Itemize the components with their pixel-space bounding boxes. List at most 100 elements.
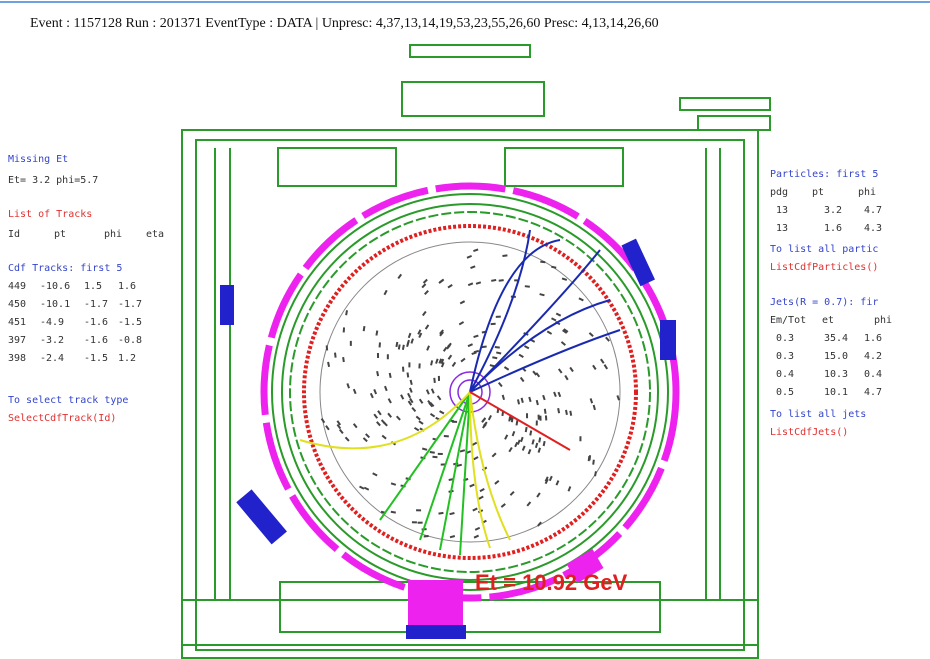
- hit: [537, 400, 538, 405]
- hit: [539, 448, 540, 453]
- column-header: pt: [54, 229, 66, 240]
- jet-cell: 15.0: [824, 351, 848, 362]
- jet-cell: 0.4: [864, 369, 882, 380]
- hit: [540, 294, 545, 295]
- track-cell: -1.5: [84, 353, 108, 364]
- hit: [544, 441, 545, 446]
- hit: [403, 345, 404, 350]
- background: [0, 0, 930, 659]
- particle-cell: 4.3: [864, 223, 882, 234]
- jets-cmd: ListCdfJets(): [770, 427, 848, 438]
- column-header: phi: [104, 229, 122, 240]
- hit: [328, 362, 329, 367]
- particle-cell: 1.6: [824, 223, 842, 234]
- hit: [595, 471, 596, 476]
- jets-hint: To list all jets: [770, 409, 866, 420]
- track-cell: -0.8: [118, 335, 142, 346]
- track-cell: 1.2: [118, 353, 136, 364]
- hit: [377, 371, 378, 376]
- track-cell: -1.7: [84, 299, 108, 310]
- hit: [396, 342, 397, 347]
- cdf-title: Cdf Tracks: first 5: [8, 263, 122, 274]
- hit: [438, 513, 443, 514]
- track-cell: -10.6: [40, 281, 70, 292]
- particles-hint: To list all partic: [770, 244, 878, 255]
- hit: [532, 440, 533, 445]
- hit: [482, 347, 487, 348]
- column-header: phi: [858, 187, 876, 198]
- track-cell: 1.5: [84, 281, 102, 292]
- column-header: phi: [874, 315, 892, 326]
- particle-cell: 3.2: [824, 205, 842, 216]
- hit: [566, 410, 567, 415]
- track-cell: -4.9: [40, 317, 64, 328]
- select-cmd: SelectCdfTrack(Id): [8, 413, 116, 424]
- column-header: pdg: [770, 187, 788, 198]
- hit: [431, 360, 432, 365]
- hit: [525, 286, 530, 287]
- particle-cell: 13: [776, 223, 788, 234]
- hit: [526, 427, 527, 432]
- track-cell: -1.6: [84, 335, 108, 346]
- hit: [335, 353, 336, 358]
- particles-cmd: ListCdfParticles(): [770, 262, 878, 273]
- track-cell: -1.6: [84, 317, 108, 328]
- select-hint: To select track type: [8, 395, 128, 406]
- track-cell: 1.6: [118, 281, 136, 292]
- track-cell: 449: [8, 281, 26, 292]
- jet-cell: 35.4: [824, 333, 848, 344]
- hit: [422, 448, 427, 449]
- column-header: Id: [8, 229, 20, 240]
- track-cell: 397: [8, 335, 26, 346]
- hit: [434, 378, 435, 383]
- track-cell: 450: [8, 299, 26, 310]
- hit: [407, 342, 408, 347]
- particles-title: Particles: first 5: [770, 169, 878, 180]
- hit: [522, 398, 523, 403]
- hit: [450, 513, 455, 514]
- jet-cell: 0.5: [776, 387, 794, 398]
- jet-cell: 10.1: [824, 387, 848, 398]
- hit: [539, 438, 540, 443]
- hit: [364, 326, 365, 331]
- hit: [558, 408, 559, 413]
- column-header: eta: [146, 229, 164, 240]
- jets-title: Jets(R = 0.7): fir: [770, 297, 878, 308]
- header-title: Event : 1157128 Run : 201371 EventType :…: [30, 16, 659, 31]
- tracks-title: List of Tracks: [8, 209, 92, 220]
- hit: [491, 280, 496, 281]
- column-header: et: [822, 315, 834, 326]
- hit: [545, 409, 546, 414]
- hit: [391, 483, 396, 484]
- hit: [346, 310, 347, 315]
- hit: [594, 405, 595, 410]
- hit: [518, 399, 519, 404]
- hit: [529, 397, 530, 402]
- jet-cell: 0.3: [776, 333, 794, 344]
- hit: [408, 372, 409, 377]
- track-cell: -1.5: [118, 317, 142, 328]
- jet-cell: 0.4: [776, 369, 794, 380]
- hit: [536, 443, 537, 448]
- hit: [593, 460, 594, 465]
- jet-cell: 4.7: [864, 387, 882, 398]
- hit: [391, 512, 396, 513]
- particle-cell: 13: [776, 205, 788, 216]
- hit: [450, 536, 455, 537]
- hit: [399, 345, 400, 350]
- hit: [530, 431, 531, 436]
- hit: [495, 347, 500, 348]
- hit: [502, 255, 507, 256]
- hit: [430, 452, 435, 453]
- jet-cell: 10.3: [824, 369, 848, 380]
- hit: [460, 450, 465, 451]
- hit: [343, 357, 344, 362]
- hit: [474, 351, 479, 352]
- track-cell: 398: [8, 353, 26, 364]
- hit: [551, 267, 556, 268]
- hit: [590, 455, 591, 460]
- hit: [376, 331, 377, 336]
- hit: [517, 420, 518, 425]
- hit: [512, 417, 513, 422]
- hit: [457, 465, 462, 466]
